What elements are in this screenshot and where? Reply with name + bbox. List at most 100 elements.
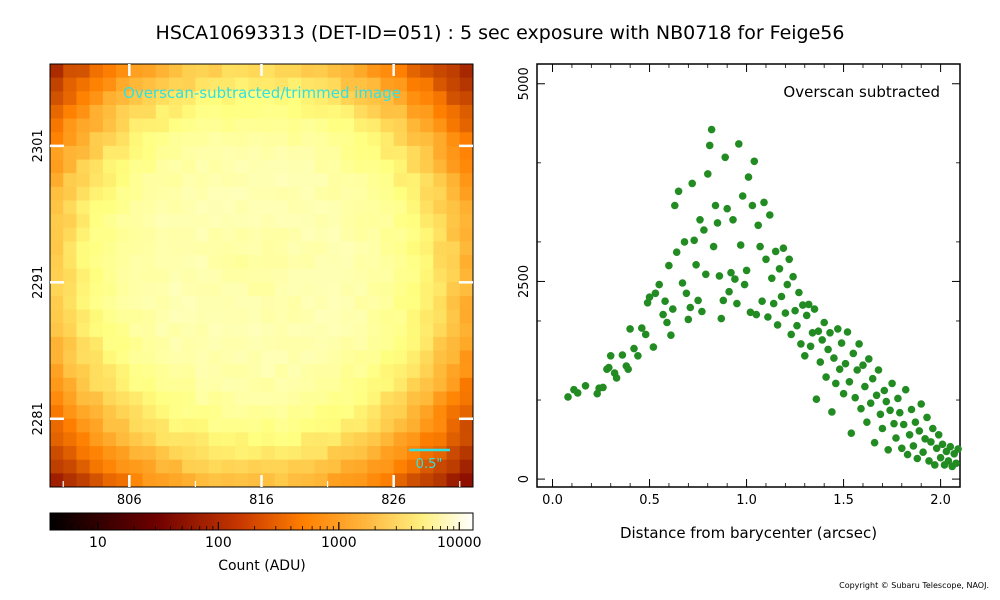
heatmap-cell xyxy=(155,91,170,106)
heatmap-cell xyxy=(261,159,276,174)
heatmap-cell xyxy=(406,268,421,283)
heatmap-cell xyxy=(459,173,474,188)
heatmap-cell xyxy=(406,377,421,392)
heatmap-cell xyxy=(459,323,474,338)
heatmap-cell xyxy=(102,255,117,270)
scatter-point xyxy=(736,241,745,249)
scatter-point xyxy=(921,435,929,443)
heatmap-cell xyxy=(89,104,104,119)
heatmap-cell xyxy=(221,377,236,392)
heatmap-cell xyxy=(129,336,143,351)
heatmap-cell xyxy=(76,186,91,201)
heatmap-cell xyxy=(76,118,91,133)
heatmap-cell xyxy=(459,418,474,433)
scatter-point xyxy=(672,248,681,256)
heatmap-cell xyxy=(208,145,223,160)
heatmap-cell xyxy=(314,227,328,242)
heatmap-cell xyxy=(155,336,170,351)
heatmap-cell xyxy=(459,459,474,474)
heatmap-cell xyxy=(287,295,302,311)
heatmap-cell xyxy=(235,227,249,242)
heatmap-cell xyxy=(433,473,447,488)
heatmap-cell xyxy=(76,459,91,474)
heatmap-cell xyxy=(261,323,276,338)
heatmap-cell xyxy=(142,241,157,256)
heatmap-cell xyxy=(301,173,315,188)
heatmap-cell xyxy=(155,200,170,215)
heatmap-cell xyxy=(89,255,104,270)
heatmap-cell xyxy=(287,214,302,229)
heatmap-cell xyxy=(301,432,315,447)
heatmap-cell xyxy=(248,377,262,392)
heatmap-cell xyxy=(433,118,447,133)
heatmap-cell xyxy=(221,391,236,406)
heatmap-cell xyxy=(261,336,276,351)
heatmap-cell xyxy=(274,323,289,338)
heatmap-cell xyxy=(354,309,368,324)
heatmap-cell xyxy=(327,241,342,256)
scatter-point xyxy=(907,405,916,414)
heatmap-cell xyxy=(274,255,289,270)
heatmap-cell xyxy=(406,118,421,133)
scatter-point xyxy=(888,379,896,388)
heatmap-cell xyxy=(76,377,91,392)
heatmap-cell xyxy=(182,364,196,379)
heatmap-cell xyxy=(102,432,117,447)
heatmap-cell xyxy=(380,309,395,324)
heatmap-cell xyxy=(446,173,461,188)
scatter-point xyxy=(795,288,803,297)
scatter-point xyxy=(793,321,801,330)
heatmap-cell xyxy=(116,77,130,92)
heatmap-cell xyxy=(76,295,91,311)
scatter-point xyxy=(824,345,832,354)
heatmap-cell xyxy=(248,418,262,433)
scatter-point xyxy=(738,192,747,200)
scatter-point xyxy=(769,299,778,308)
heatmap-cell xyxy=(63,173,77,188)
heatmap-cell xyxy=(155,132,170,147)
scatter-point xyxy=(952,459,960,468)
scatter-point xyxy=(946,442,955,451)
scatter-point xyxy=(606,352,615,360)
scatter-point xyxy=(645,293,654,302)
heatmap-cell xyxy=(116,118,130,133)
heatmap-cell xyxy=(301,77,315,92)
heatmap-cell xyxy=(380,77,395,92)
scatter-point xyxy=(731,275,739,283)
heatmap-cell xyxy=(116,186,130,201)
heatmap-cell xyxy=(459,377,474,392)
heatmap-cell xyxy=(446,159,461,174)
scatter-point xyxy=(705,141,714,150)
heatmap-cell xyxy=(102,391,117,406)
heatmap-cell xyxy=(420,350,434,365)
heatmap-cell xyxy=(182,91,196,106)
scatter-point xyxy=(927,438,935,446)
scatter-point xyxy=(851,393,859,402)
scatter-point xyxy=(841,359,850,368)
heatmap-cell xyxy=(248,364,262,379)
heatmap-cell xyxy=(235,64,249,79)
heatmap-cell xyxy=(459,364,474,379)
scatter-point xyxy=(872,391,881,400)
heatmap-cell xyxy=(168,459,183,474)
heatmap-cell xyxy=(129,186,143,201)
heatmap-cell xyxy=(314,391,328,406)
heatmap-cell xyxy=(367,377,381,392)
heatmap-cell xyxy=(155,446,170,461)
heatmap-cell xyxy=(314,186,328,201)
heatmap-cell xyxy=(354,227,368,242)
heatmap-cell xyxy=(195,473,210,488)
heatmap-cell xyxy=(63,446,77,461)
heatmap-cell xyxy=(327,473,342,488)
heatmap-cell xyxy=(221,309,236,324)
heatmap-cell xyxy=(287,336,302,351)
heatmap-cell xyxy=(248,446,262,461)
heatmap-cell xyxy=(459,159,474,174)
heatmap-cell xyxy=(208,391,223,406)
heatmap-cell xyxy=(406,323,421,338)
heatmap-cell xyxy=(155,350,170,365)
heatmap-cell xyxy=(142,132,157,147)
heatmap-cell xyxy=(195,91,210,106)
heatmap-cell xyxy=(459,214,474,229)
